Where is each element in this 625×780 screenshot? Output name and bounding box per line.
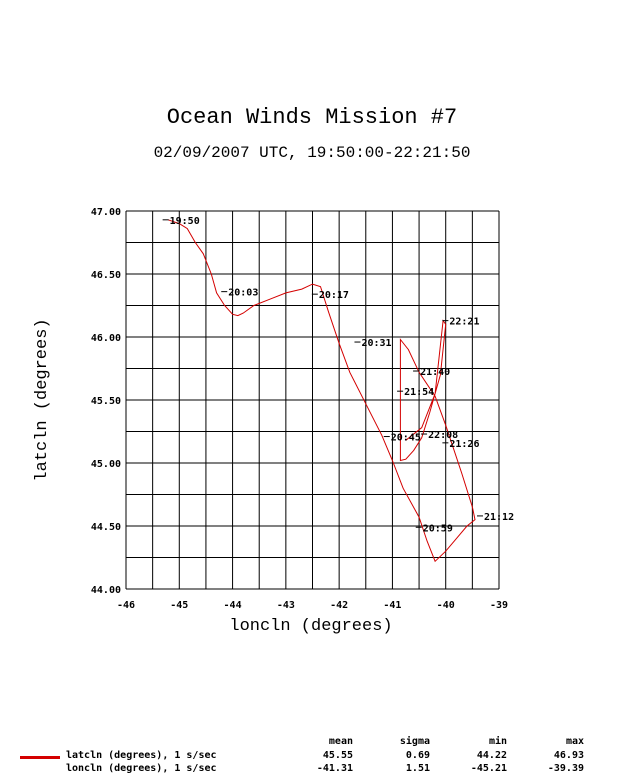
y-tick-label: 45.00 <box>91 459 121 470</box>
stats-header-min: min <box>488 736 507 747</box>
time-annotation: 19:50 <box>170 216 200 227</box>
legend-label-loncln: loncln (degrees), 1 s/sec <box>66 763 217 774</box>
time-annotation: 22:08 <box>428 430 458 441</box>
y-tick-label: 47.00 <box>91 207 121 218</box>
stats-header-row: mean sigma min max <box>0 736 625 749</box>
series-layer <box>167 219 476 563</box>
stats-value: 1.51 <box>405 763 430 774</box>
y-axis-title: latcln (degrees) <box>33 318 52 481</box>
stats-value: 0.69 <box>405 750 430 761</box>
x-tick-label: -40 <box>437 600 455 611</box>
x-tick-label: -43 <box>277 600 295 611</box>
time-annotation: 20:31 <box>361 338 391 349</box>
x-tick-label: -46 <box>117 600 135 611</box>
stats-header-max: max <box>565 736 584 747</box>
x-axis-ticks: -46 -45 -44 -43 -42 -41 -40 -39 <box>117 600 508 611</box>
x-tick-label: -45 <box>170 600 188 611</box>
x-tick-label: -41 <box>383 600 401 611</box>
annotations-layer: 19:50 20:03 20:17 20:31 20:45 20:59 21:12 21:26… <box>162 216 514 534</box>
stats-value: 45.55 <box>322 750 353 761</box>
chart-subtitle: 02/09/2007 UTC, 19:50:00-22:21:50 <box>154 144 471 162</box>
x-tick-label: -39 <box>490 600 508 611</box>
stats-value: 44.22 <box>476 750 507 761</box>
stats-header-mean: mean <box>328 736 353 747</box>
time-annotation: 20:17 <box>319 290 349 301</box>
stats-row-loncln: loncln (degrees), 1 s/sec -41.31 1.51 -4… <box>0 763 625 776</box>
time-annotation: 22:21 <box>449 317 479 328</box>
time-annotation: 21:54 <box>404 387 434 398</box>
time-annotation: 21:12 <box>484 512 514 523</box>
legend-label-latcln: latcln (degrees), 1 s/sec <box>66 750 217 761</box>
x-axis-title: loncln (degrees) <box>229 617 392 636</box>
stats-value: 46.93 <box>553 750 584 761</box>
time-annotation: 20:45 <box>391 433 421 444</box>
y-tick-label: 44.50 <box>91 522 121 533</box>
stats-header-sigma: sigma <box>399 736 430 747</box>
stats-value: -41.31 <box>316 763 353 774</box>
y-tick-label: 46.50 <box>91 270 121 281</box>
stats-value: -39.39 <box>547 763 584 774</box>
chart-svg: Ocean Winds Mission #7 02/09/2007 UTC, 1… <box>33 105 514 636</box>
time-annotation: 21:40 <box>420 367 450 378</box>
y-tick-label: 45.50 <box>91 396 121 407</box>
legend-swatch-latcln <box>20 756 60 759</box>
y-tick-label: 44.00 <box>91 585 121 596</box>
time-annotation: 20:59 <box>423 523 453 534</box>
x-tick-label: -44 <box>224 600 242 611</box>
y-axis-ticks: 44.00 44.50 45.00 45.50 46.00 46.50 47.00 <box>91 207 121 596</box>
time-annotation: 20:03 <box>228 288 258 299</box>
track-line <box>167 219 476 563</box>
time-annotation: 21:26 <box>449 439 479 450</box>
chart-title: Ocean Winds Mission #7 <box>167 105 457 130</box>
stats-row-latcln: latcln (degrees), 1 s/sec 45.55 0.69 44.… <box>0 750 625 763</box>
stats-value: -45.21 <box>470 763 507 774</box>
y-tick-label: 46.00 <box>91 333 121 344</box>
x-tick-label: -42 <box>330 600 348 611</box>
